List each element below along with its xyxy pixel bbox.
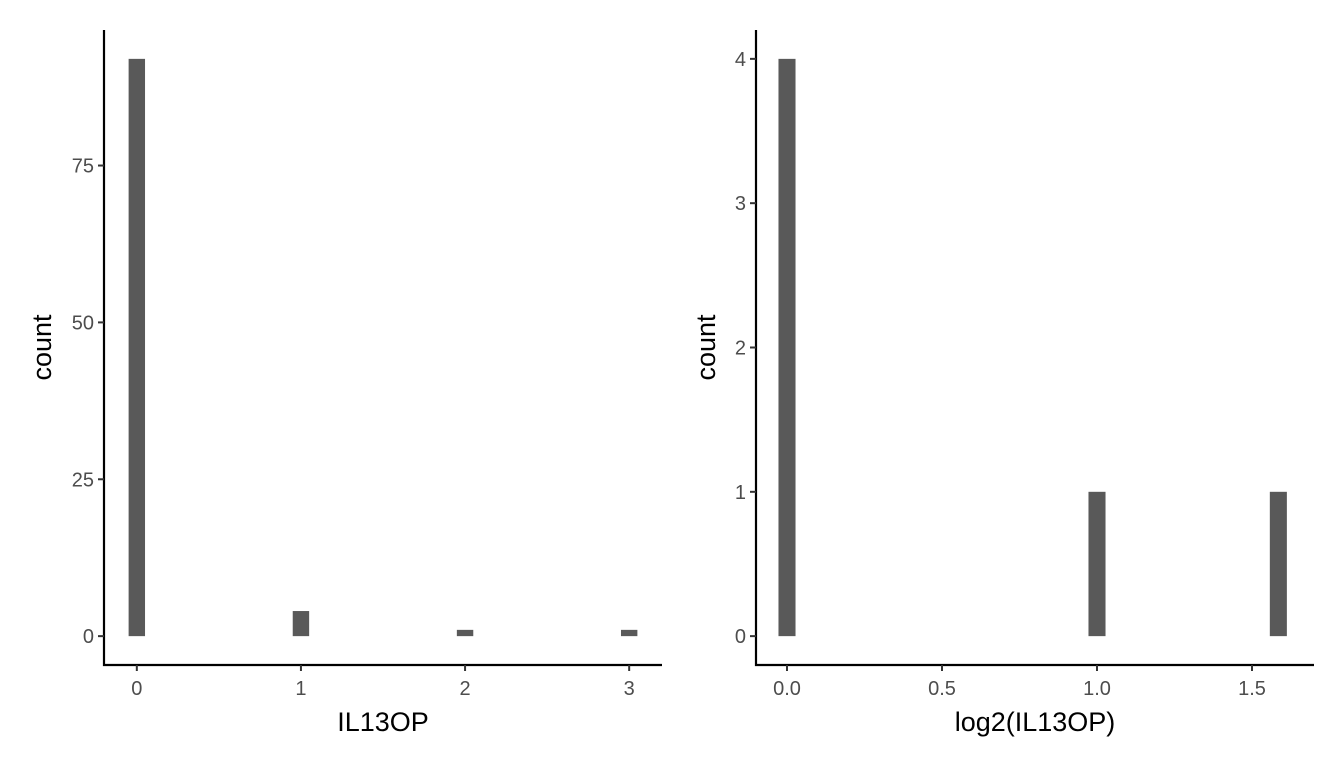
axis-lines bbox=[754, 30, 1314, 667]
y-tick-label: 0 bbox=[83, 626, 94, 648]
x-tick-label: 1 bbox=[295, 678, 306, 700]
x-tick-label: 0 bbox=[131, 678, 142, 700]
y-tick-label: 3 bbox=[735, 193, 746, 215]
histogram-bar bbox=[1269, 491, 1287, 637]
y-tick-label: 50 bbox=[72, 312, 94, 334]
y-tick-label: 1 bbox=[735, 482, 746, 504]
x-tick-label: 1.0 bbox=[1083, 678, 1111, 700]
histogram-panel-left: 0 25 50 75 0 1 2 3 IL13OP count bbox=[27, 30, 662, 737]
x-tick-label: 0.0 bbox=[773, 678, 801, 700]
histogram-bar bbox=[778, 58, 796, 637]
histogram-bar bbox=[128, 58, 146, 637]
histogram-bar bbox=[456, 629, 474, 637]
y-tick-label: 0 bbox=[735, 626, 746, 648]
y-tick-label: 75 bbox=[72, 156, 94, 178]
histogram-bar bbox=[1088, 491, 1106, 637]
x-tick-label: 0.5 bbox=[928, 678, 956, 700]
x-tick-label: 1.5 bbox=[1238, 678, 1266, 700]
y-axis-title: count bbox=[27, 314, 57, 381]
x-axis-title: IL13OP bbox=[337, 707, 429, 737]
axis-lines bbox=[102, 30, 662, 667]
x-axis-title: log2(IL13OP) bbox=[955, 707, 1116, 737]
y-axis-title: count bbox=[691, 314, 721, 381]
y-tick-label: 25 bbox=[72, 469, 94, 491]
histogram-panel-right: 0 1 2 3 4 0.0 0.5 1.0 1.5 log2(IL13OP) count bbox=[691, 30, 1314, 737]
x-tick-label: 3 bbox=[624, 678, 635, 700]
x-tick-label: 2 bbox=[459, 678, 470, 700]
histogram-bar bbox=[292, 611, 310, 637]
histogram-bar bbox=[620, 629, 638, 637]
y-tick-label: 2 bbox=[735, 338, 746, 360]
y-tick-label: 4 bbox=[735, 49, 746, 71]
